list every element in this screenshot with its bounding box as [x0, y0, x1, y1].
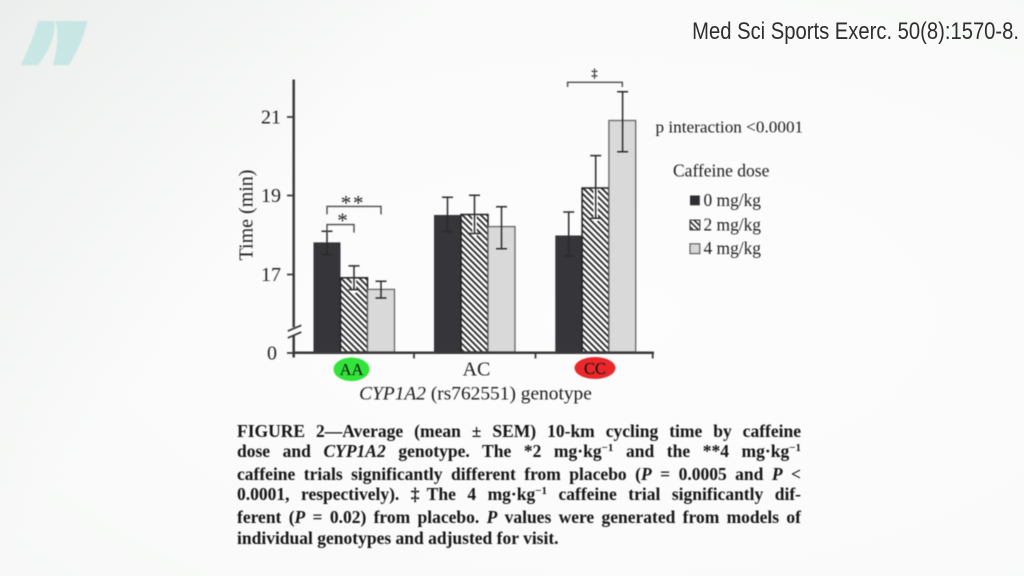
svg-text:17: 17 — [261, 264, 281, 286]
svg-text:2 mg/kg: 2 mg/kg — [704, 214, 762, 234]
svg-text:0 mg/kg: 0 mg/kg — [704, 190, 762, 210]
svg-text:21: 21 — [261, 107, 281, 129]
svg-text:AC: AC — [463, 359, 491, 381]
svg-text:0: 0 — [267, 343, 277, 365]
svg-text:CYP1A2 (rs762551) genotype: CYP1A2 (rs762551) genotype — [359, 384, 592, 405]
svg-text:p interaction <0.0001: p interaction <0.0001 — [656, 117, 804, 136]
svg-text:*: * — [337, 209, 348, 233]
svg-text:Time (min): Time (min) — [236, 170, 258, 261]
svg-text:CC: CC — [584, 359, 606, 378]
svg-text:**: ** — [341, 191, 366, 215]
svg-text:AA: AA — [340, 360, 364, 379]
svg-text:4 mg/kg: 4 mg/kg — [704, 238, 762, 258]
svg-text:19: 19 — [261, 185, 281, 207]
svg-text:Caffeine dose: Caffeine dose — [673, 161, 770, 181]
svg-text:‡: ‡ — [591, 67, 597, 81]
